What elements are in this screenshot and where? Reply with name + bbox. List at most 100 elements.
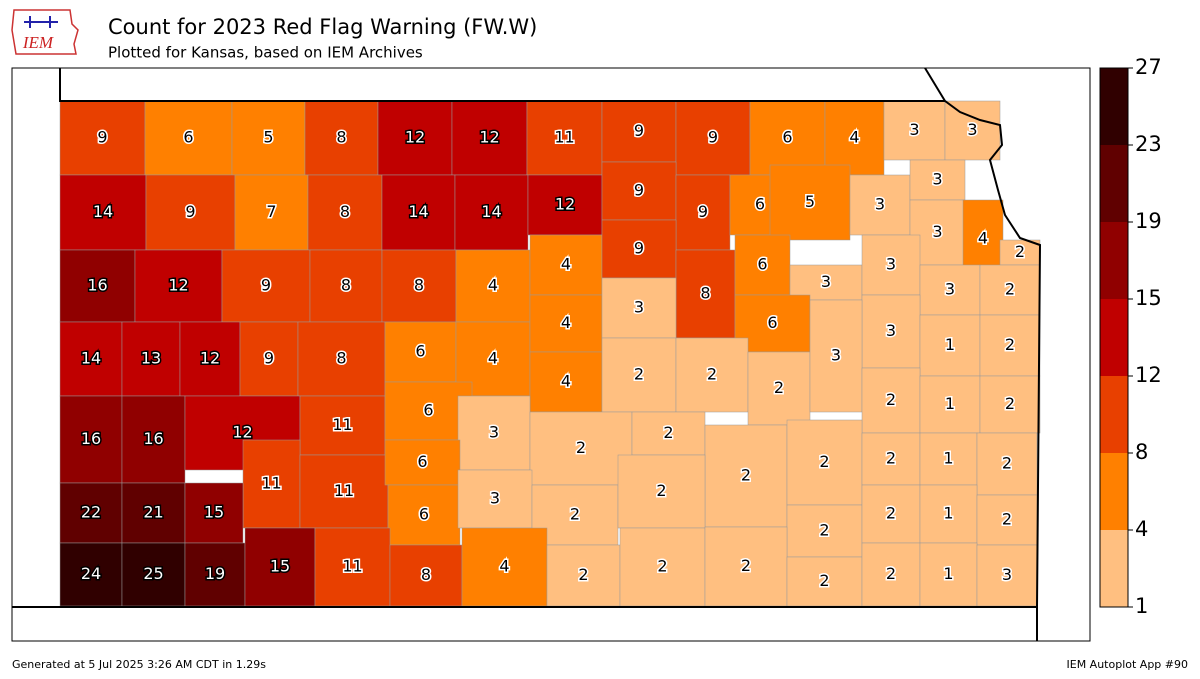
county [976,494,1038,546]
county [919,432,978,486]
county [59,395,123,484]
colorbar-tick-label: 8 [1135,440,1148,464]
county [704,424,788,528]
colorbar-bin [1100,68,1128,145]
county [134,249,223,323]
logo-text: IEM [22,33,54,52]
county-count-label: 5 [805,192,815,211]
county [617,454,706,529]
colorbar-tick-label: 19 [1135,209,1162,233]
county-count-label: 16 [143,429,163,448]
county-count-label: 2 [886,564,896,583]
county-count-label: 4 [499,557,509,576]
county-count-label: 12 [200,349,220,368]
county-count-label: 2 [634,365,644,384]
county [59,321,123,397]
county [184,542,246,607]
county [786,419,863,506]
logo-icon [24,16,58,28]
county-count-label: 11 [334,481,354,500]
county [377,100,453,176]
county [883,100,946,161]
county [381,249,457,323]
county-count-label: 3 [932,170,942,189]
county [387,484,461,546]
county [944,100,1001,161]
county-count-label: 12 [405,128,425,147]
colorbar-bin [1100,299,1128,376]
colorbar-tick-label: 23 [1135,132,1162,156]
county [619,527,706,607]
colorbar-tick-label: 15 [1135,286,1162,310]
colorbar-tick-label: 12 [1135,363,1162,387]
county-count-label: 2 [774,378,784,397]
county-count-label: 4 [978,229,988,248]
footer-right: IEM Autoplot App #90 [1067,658,1189,671]
county [455,249,531,323]
county [144,100,233,176]
county-count-label: 14 [408,202,428,221]
county-count-label: 6 [417,452,427,471]
county-count-label: 6 [767,313,777,332]
county [242,439,301,529]
county [527,174,603,236]
county-count-label: 2 [1015,242,1025,261]
county-count-label: 22 [81,503,101,522]
colorbar: 1 4 8 12 15 19 23 27 [1099,55,1162,618]
county-count-label: 2 [570,505,580,524]
county-count-label: 2 [819,452,829,471]
county-count-label: 15 [204,503,224,522]
county-count-label: 24 [81,564,101,583]
county-count-label: 2 [819,571,829,590]
county-count-label: 8 [700,284,710,303]
county [297,321,386,397]
county-count-label: 2 [1002,454,1012,473]
county [979,375,1041,434]
county [861,484,921,544]
county [309,249,383,323]
counties [59,100,1041,607]
county-count-label: 1 [943,504,953,523]
county [861,432,921,486]
county-count-label: 11 [554,128,574,147]
county-count-label: 1 [943,449,953,468]
subtitle: Plotted for Kansas, based on IEM Archive… [108,44,423,62]
county [919,264,981,316]
county [734,234,791,296]
county-count-label: 1 [943,564,953,583]
county-count-label: 9 [185,202,195,221]
county-count-label: 6 [183,128,193,147]
county-count-label: 8 [341,276,351,295]
county-count-label: 19 [205,564,225,583]
county [121,395,186,484]
county-count-label: 12 [479,128,499,147]
county [389,544,463,607]
logo: IEM [11,9,79,55]
colorbar-frame [1099,67,1129,608]
county [234,174,309,251]
county-count-label: 2 [819,521,829,540]
county [675,174,731,251]
county [675,337,749,413]
county-count-label: 9 [261,276,271,295]
county-count-label: 9 [708,128,718,147]
county-count-label: 9 [97,128,107,147]
county [59,482,123,544]
county-count-label: 6 [782,128,792,147]
county [121,542,186,607]
county-count-label: 16 [87,276,107,295]
colorbar-tick-label: 4 [1135,517,1148,541]
county-count-label: 6 [423,401,433,420]
county [601,219,677,279]
county [59,542,123,607]
county-count-label: 6 [757,255,767,274]
county-count-label: 11 [261,474,281,493]
county [304,100,379,176]
county [789,264,863,301]
county [976,432,1038,496]
county-count-label: 4 [561,313,571,332]
county [976,544,1038,607]
county-count-label: 9 [634,239,644,258]
county-count-label: 3 [945,280,955,299]
